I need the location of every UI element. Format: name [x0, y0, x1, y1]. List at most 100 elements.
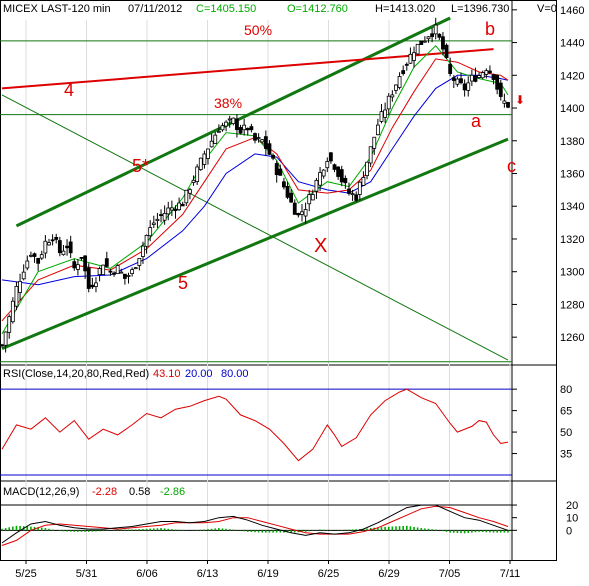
candle-body: [242, 124, 247, 131]
rsi-high-level: 80.00: [221, 368, 249, 380]
candle-body: [209, 140, 214, 148]
wave-a-label: a: [471, 111, 482, 131]
candle-body: [231, 117, 236, 125]
x-tick-label: 6/13: [197, 568, 218, 580]
candle-body: [289, 192, 294, 203]
macd-signal-value: 0.58: [129, 486, 150, 498]
candle-body: [166, 207, 171, 215]
candle-body: [206, 148, 210, 159]
rsi-y-tick-label: 80: [560, 384, 572, 396]
header-open: O=1412.760: [287, 3, 348, 15]
candle-body: [57, 240, 62, 254]
x-tick-label: 6/25: [318, 568, 339, 580]
candle-body: [383, 109, 388, 118]
candle-body: [506, 102, 510, 108]
candle-body: [274, 163, 279, 176]
wave-4-label: 4: [64, 80, 74, 100]
candle-body: [90, 284, 95, 288]
candle-body: [21, 271, 26, 280]
candle-body: [473, 75, 478, 82]
candle-body: [162, 212, 167, 221]
candle-body: [350, 193, 355, 196]
candle-body: [202, 153, 207, 165]
candle-body: [444, 44, 449, 58]
fib-38-label: 38%: [214, 95, 242, 111]
candle-body: [191, 179, 196, 183]
candle-body: [285, 185, 290, 198]
candle-body: [332, 164, 337, 170]
candle-body: [325, 161, 330, 169]
candle-body: [83, 255, 88, 272]
candle-body: [347, 188, 351, 194]
candle-body: [39, 254, 44, 259]
candle-body: [249, 126, 254, 131]
x-tick-label: 5/31: [76, 568, 97, 580]
candle-body: [253, 133, 257, 141]
candle-body: [133, 267, 138, 270]
candle-body: [419, 40, 424, 45]
header-low: L=1396.730: [451, 3, 509, 15]
price-y-tick-label: 1300: [560, 267, 584, 279]
candle-body: [336, 166, 341, 177]
candle-body: [159, 214, 163, 217]
candle-body: [25, 260, 30, 269]
ma-slow-line: [1, 74, 509, 286]
candle-body: [408, 53, 413, 64]
candle-body: [47, 242, 51, 246]
header-symbol: MICEX LAST-120 min: [3, 3, 111, 15]
candle-body: [495, 74, 500, 90]
macd-value: -2.28: [92, 486, 117, 498]
candle-body: [263, 136, 268, 149]
macd-label: MACD(12,26,9): [3, 486, 79, 498]
candle-body: [282, 181, 286, 188]
candle-body: [480, 72, 485, 79]
rsi-line: [1, 388, 509, 462]
price-y-tick-label: 1260: [560, 332, 584, 344]
x-tick-label: 7/05: [439, 568, 460, 580]
candle-body: [198, 157, 203, 170]
candle-body: [404, 63, 409, 66]
candle-body: [422, 40, 427, 43]
candle-body: [469, 74, 474, 82]
candle-body: [357, 181, 362, 195]
macd-y-tick-label: 20: [566, 500, 578, 512]
macd-hist-value: -2.86: [160, 486, 185, 498]
candle-body: [68, 241, 73, 254]
candle-body: [104, 258, 109, 267]
plot-frame: [0, 0, 557, 561]
candle-body: [101, 264, 106, 276]
candle-body: [292, 202, 297, 215]
candle-body: [76, 264, 80, 270]
candle-body: [415, 43, 420, 55]
candle-body: [303, 209, 308, 217]
axis-layer: 5/25 5/31 6/06 6/13 6/19 6/25 6/29 7/05 7/11 1260…: [15, 5, 584, 580]
candle-body: [112, 272, 116, 275]
candle-body: [126, 275, 131, 277]
wave-5star-label: 5*: [132, 156, 149, 176]
candle-body: [256, 137, 261, 139]
macd-line: [1, 504, 509, 544]
rsi-y-tick-label: 35: [560, 449, 572, 461]
candle-body: [0, 344, 4, 347]
candle-body: [173, 208, 178, 212]
channel-lower-line: [1, 137, 509, 351]
candle-body: [216, 130, 221, 133]
candle-body: [455, 78, 460, 85]
candle-body: [144, 235, 149, 247]
candle-body: [372, 136, 377, 149]
diagonal-trend-line: [1, 94, 509, 361]
candle-body: [36, 258, 41, 264]
candle-body: [426, 36, 431, 40]
candle-body: [184, 189, 189, 204]
candle-body: [466, 82, 471, 91]
header-high: H=1413.020: [375, 3, 435, 15]
candle-body: [180, 203, 185, 207]
candle-body: [491, 74, 496, 80]
x-tick-label: 6/06: [136, 568, 157, 580]
candle-body: [477, 75, 481, 78]
candle-body: [437, 33, 442, 38]
candle-body: [498, 82, 503, 97]
candle-body: [122, 273, 127, 279]
